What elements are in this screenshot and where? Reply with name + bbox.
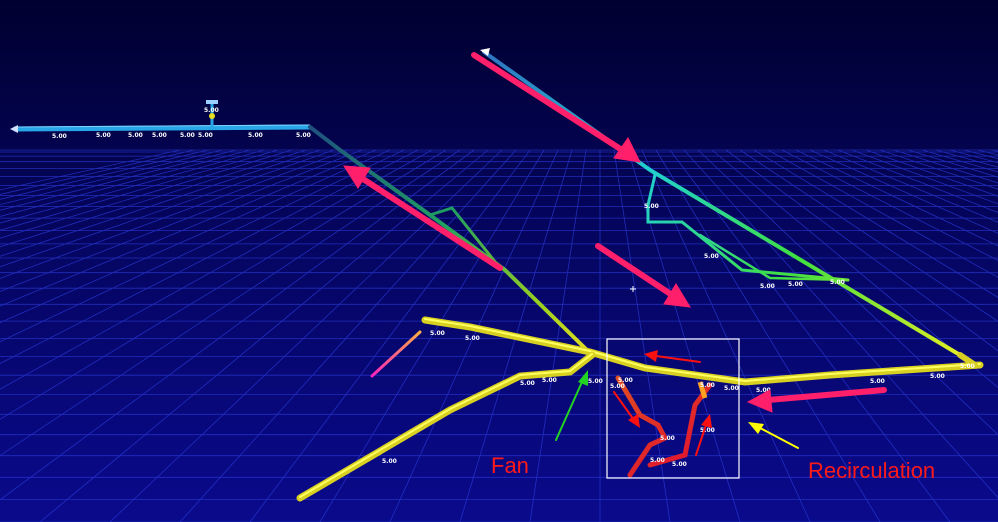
grid-line (711, 149, 998, 389)
dimension-tag: 5.00 (128, 132, 143, 139)
grid-line (0, 149, 461, 457)
dimension-tag: 5.00 (610, 383, 625, 390)
airflow-arrow-left (343, 165, 503, 271)
dimension-tag: 5.00 (520, 380, 535, 387)
dimension-tags: 5.00 5.00 5.00 5.00 5.00 5.00 5.00 5.005.005.00… (52, 107, 975, 468)
dimension-tag: 5.00 (724, 385, 739, 392)
dimension-tag: 5.00 (198, 132, 213, 139)
left-descending-airway (308, 125, 594, 357)
fan-arrow (555, 370, 588, 441)
right-upper-airway (480, 48, 962, 357)
grid-line (795, 149, 998, 247)
dimension-tag: 5.00 (588, 378, 603, 385)
airflow-arrow-right (746, 387, 887, 413)
grid-line (697, 149, 998, 436)
grid-line (0, 149, 419, 365)
detail-arrow-up (695, 414, 712, 456)
dimension-tag: 5.00 (430, 330, 445, 337)
dimension-tag: 5.00 (296, 132, 311, 139)
crosshair-icon (630, 286, 636, 292)
grid-line (389, 149, 559, 522)
grid-line (0, 149, 363, 292)
dimension-tag: 5.00 (152, 132, 167, 139)
recirculation-highlight-box (606, 338, 740, 479)
grid-line (0, 149, 391, 324)
grid-line (0, 149, 293, 239)
grid-line (655, 149, 881, 522)
grid-line (823, 149, 998, 223)
detail-arrow-down (613, 391, 640, 428)
left-upper-airway (10, 100, 311, 133)
dimension-tag: 5.00 (650, 457, 665, 464)
dimension-tag: 5.00 (870, 378, 885, 385)
dimension-tag: 5.00 (248, 132, 263, 139)
airflow-arrows (343, 52, 887, 413)
dimension-tag: 5.00 (96, 132, 111, 139)
dimension-tag: 5.00 (756, 387, 771, 394)
grid-line (319, 149, 545, 522)
dimension-tag: 5.00 (542, 377, 557, 384)
grid-line (0, 149, 433, 390)
detail-arrow-top (644, 350, 701, 363)
floor-grid (0, 149, 998, 522)
grid-line (179, 149, 517, 522)
fan-label: Fan (491, 453, 529, 478)
grid-line (781, 149, 998, 261)
dimension-tag: 5.00 (204, 107, 219, 114)
dimension-tag: 5.00 (672, 461, 687, 468)
detail-arrows (613, 350, 712, 456)
airflow-arrow-upper-right (471, 52, 641, 163)
dimension-tag: 5.00 (465, 335, 480, 342)
grid-line (249, 149, 531, 522)
grid-line (641, 149, 811, 522)
grid-line (0, 149, 405, 343)
recirculation-label: Recirculation (808, 458, 935, 483)
recirculation-arrow (748, 422, 799, 449)
dimension-tag: 5.00 (180, 132, 195, 139)
grid-line (529, 149, 587, 522)
orange-connector (697, 381, 708, 399)
grid-line (0, 149, 265, 224)
dimension-tag: 5.00 (618, 377, 633, 384)
grid-line (753, 149, 998, 298)
dimension-tag: 5.00 (382, 458, 397, 465)
grid-line (0, 149, 447, 420)
grid-line (0, 149, 321, 257)
grid-line (0, 149, 377, 307)
grid-line (767, 149, 998, 278)
grid-line (809, 149, 998, 234)
dimension-tag: 5.00 (788, 281, 803, 288)
grid-line (837, 149, 998, 213)
dimension-tag: 5.00 (760, 283, 775, 290)
pink-stub-airway (370, 330, 422, 378)
grid-line (725, 149, 998, 352)
dimension-tag: 5.00 (644, 203, 659, 210)
dimension-tag: 5.00 (830, 279, 845, 286)
dimension-tag: 5.00 (52, 133, 67, 140)
dimension-tag: 5.00 (700, 382, 715, 389)
grid-line (0, 149, 335, 268)
airflow-arrow-middle (595, 243, 691, 308)
dimension-tag: 5.00 (960, 363, 975, 370)
grid-line (739, 149, 998, 322)
dimension-tag: 5.00 (930, 373, 945, 380)
grid-line (0, 149, 307, 248)
dimension-tag: 5.00 (700, 427, 715, 434)
grid-line (0, 149, 251, 217)
yellow-main-level (296, 316, 984, 502)
dimension-tag: 5.00 (660, 435, 675, 442)
grid-line (683, 149, 998, 499)
dimension-tag: 5.00 (704, 253, 719, 260)
grid-line (0, 149, 279, 231)
grid-line (0, 149, 475, 501)
grid-line (0, 149, 349, 279)
